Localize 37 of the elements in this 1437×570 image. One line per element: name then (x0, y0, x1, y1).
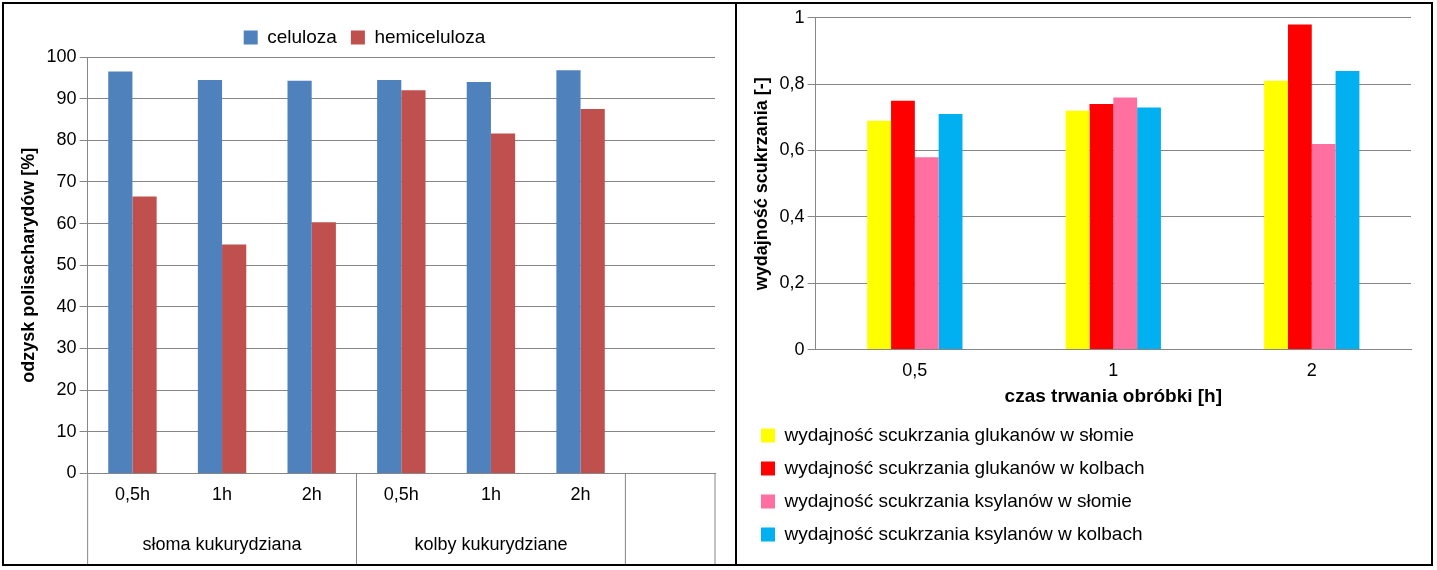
text: kolby kukurydziane (414, 534, 568, 555)
y-tick-label: 40 (56, 295, 77, 316)
y-tick-label: 0,4 (779, 205, 805, 226)
x-tick-label: 2 (1306, 360, 1317, 381)
x-tick-label: 0,5h (114, 484, 150, 505)
y-tick-label: 1 (794, 6, 805, 27)
x-tick-label: 1 (1108, 360, 1119, 381)
y-tick-label: 50 (56, 254, 77, 275)
text: słoma kukurydziana (142, 534, 303, 555)
legend-label: wydajność scukrzania glukanów w kolbach (783, 456, 1145, 478)
x-tick-label: 2h (301, 484, 322, 505)
y-tick-label: 10 (56, 420, 77, 441)
y-tick-label: 100 (46, 45, 77, 66)
x-axis-title: czas trwania obróbki [h] (1004, 384, 1223, 406)
x-tick-label: 0,5h (383, 484, 419, 505)
y-tick-label: 90 (56, 87, 77, 108)
y-tick-label: 0,8 (779, 73, 805, 94)
x-tick-label: 2h (570, 484, 591, 505)
y-tick-label: 80 (56, 129, 77, 150)
y-tick-label: 0,2 (779, 272, 805, 293)
x-tick-label: 0,5 (902, 360, 928, 381)
legend-label: wydajność scukrzania ksylanów w kolbach (783, 522, 1143, 544)
y-tick-label: 20 (56, 379, 77, 400)
y-tick-label: 60 (56, 212, 77, 233)
x-tick-label: 1h (212, 484, 233, 505)
x-tick-label: 1h (480, 484, 501, 505)
legend-label: celuloza (267, 25, 338, 47)
y-axis-title: wydajność scukrzania [-] (750, 77, 771, 292)
y-axis-title: odzysk polisacharydów [%] (17, 147, 38, 383)
y-tick-label: 70 (56, 170, 77, 191)
y-tick-label: 0,6 (779, 139, 805, 160)
legend-label: wydajność scukrzania glukanów w słomie (783, 423, 1135, 445)
legend-label: wydajność scukrzania ksylanów w słomie (783, 489, 1132, 511)
y-tick-label: 0 (794, 338, 805, 359)
legend-label: hemiceluloza (374, 25, 486, 47)
y-tick-label: 0 (66, 462, 77, 483)
y-tick-label: 30 (56, 337, 77, 358)
